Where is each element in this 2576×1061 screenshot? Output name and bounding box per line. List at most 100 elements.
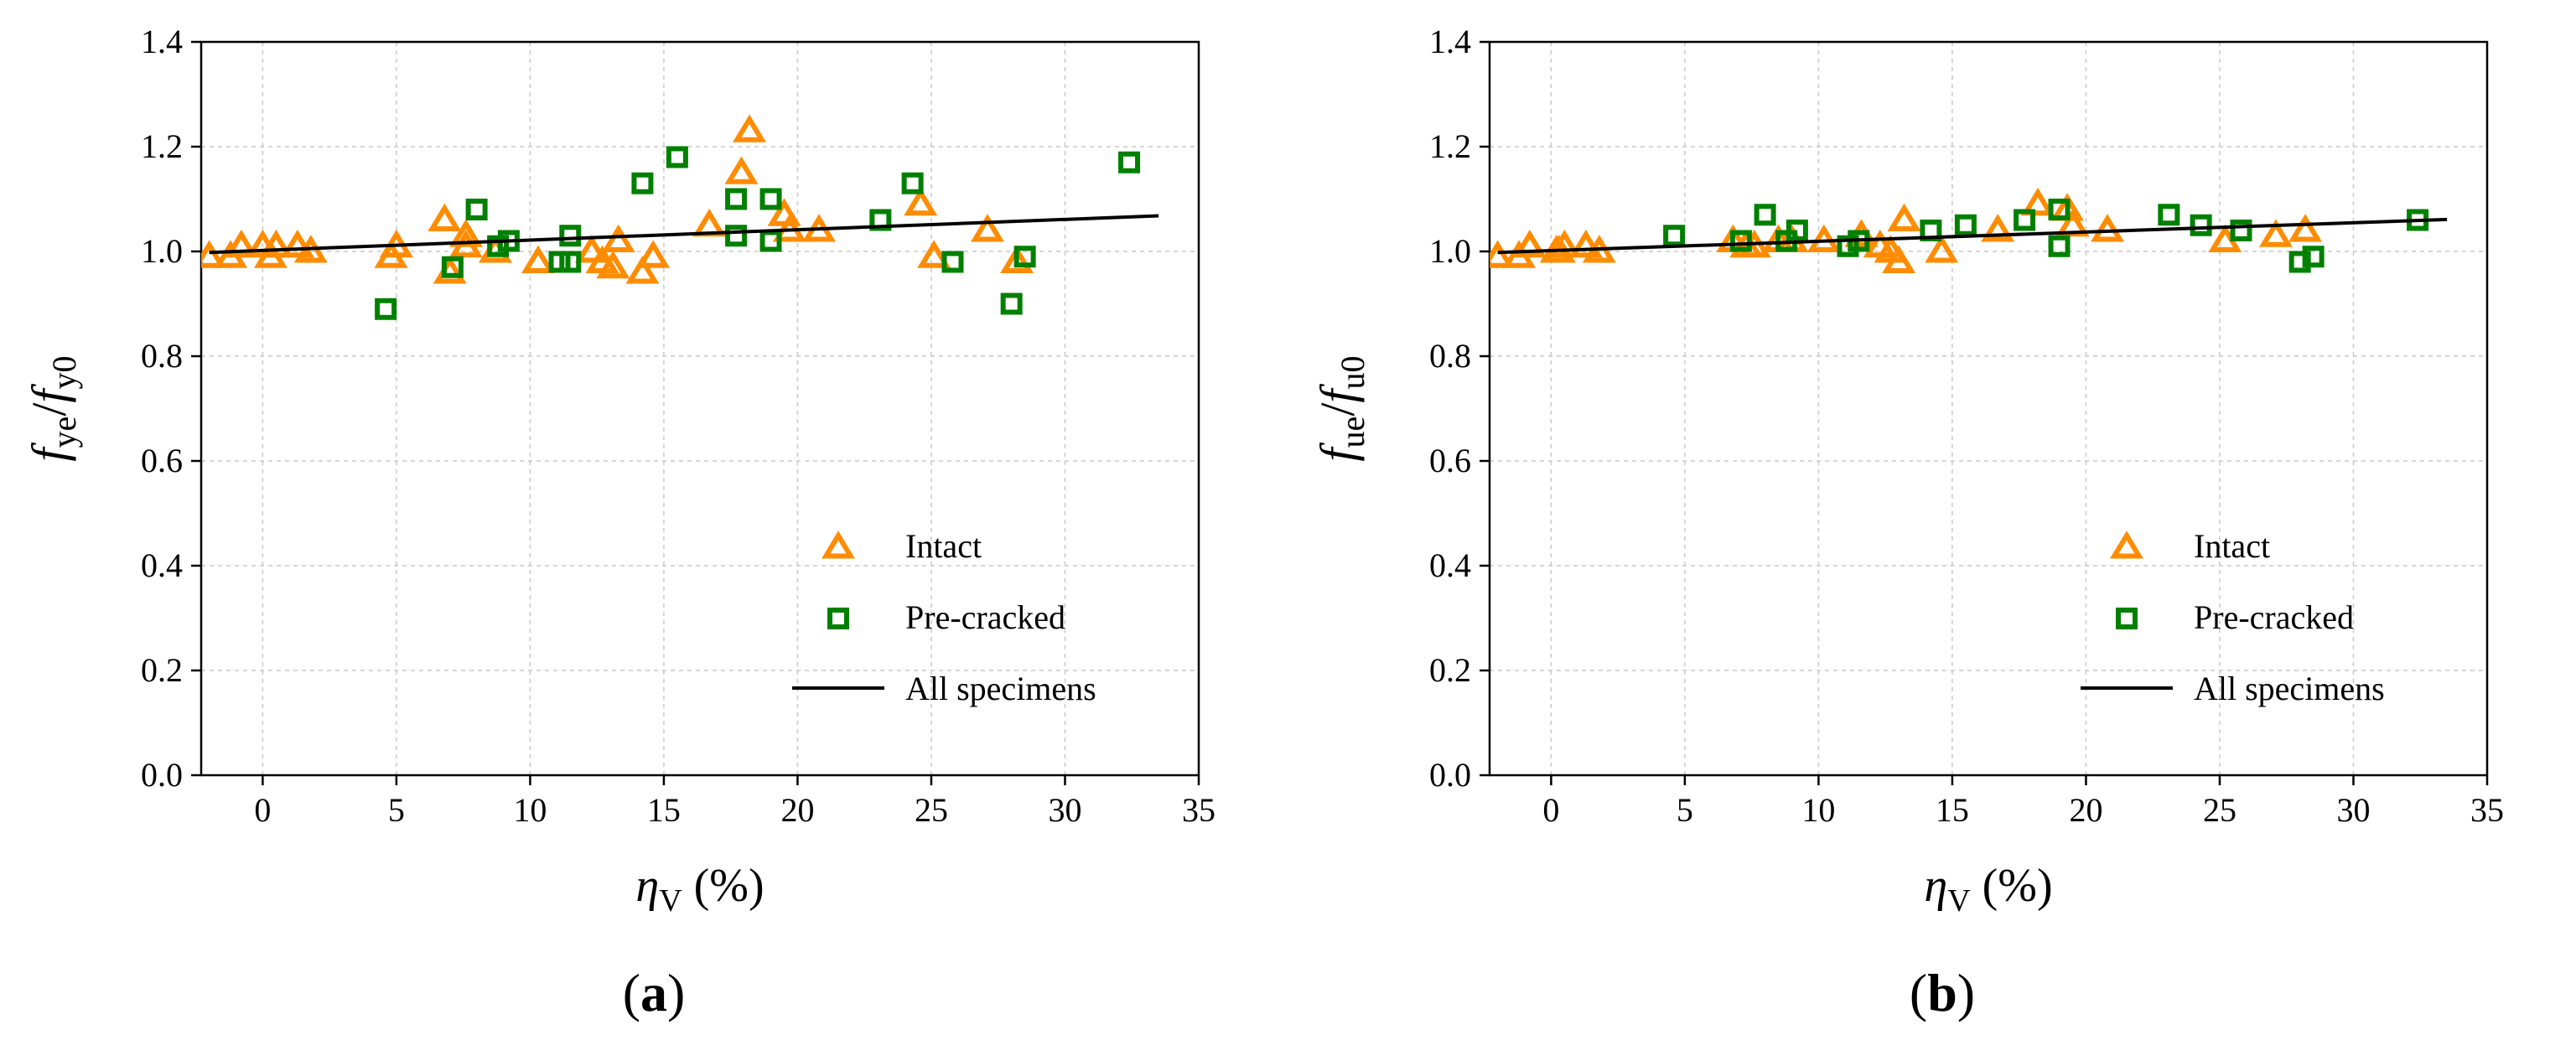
chart-b-pre-cracked-point-16 — [2302, 246, 2325, 268]
chart-a-legend-label-all-specimens: All specimens — [905, 670, 1096, 707]
chart-b-legend-label-intact: Intact — [2194, 527, 2270, 565]
chart-b-intact-point-21 — [2021, 187, 2055, 216]
chart-b-pre-cracked-point-9 — [2014, 209, 2036, 231]
chart-a-grid — [201, 41, 1200, 776]
chart-b-plot-frame — [1488, 40, 2489, 777]
chart-a-pre-cracked-point-10 — [725, 188, 748, 210]
chart-a-legend: Intact Pre-cracked All specimens — [792, 527, 1096, 707]
chart-b-ytick-label-0.6: 0.6 — [1429, 442, 1471, 479]
chart-b-legend-marker-pre-cracked — [2116, 608, 2138, 629]
chart-a-xtick-label-10: 10 — [513, 791, 547, 829]
chart-b-plot-area — [1490, 187, 2448, 273]
chart-a-ytick-label-1: 1.0 — [141, 232, 183, 270]
chart-a-xtick-label-20: 20 — [780, 791, 814, 829]
chart-b-pre-cracked-point-4 — [1786, 220, 1808, 241]
chart-b-intact-point-24 — [2090, 214, 2124, 242]
chart-b-ytick-label-1.2: 1.2 — [1429, 127, 1471, 165]
chart-b-xlabel-sub: V — [1947, 883, 1971, 919]
chart-b-xtick-label-5: 5 — [1677, 791, 1693, 829]
chart-a-pre-cracked-point-13 — [759, 230, 782, 252]
chart-a-pre-cracked-point-6 — [559, 225, 582, 247]
chart-a-pre-cracked-point-19 — [1118, 151, 1141, 173]
chart-b-xtick-label-30: 30 — [2336, 791, 2370, 829]
chart-b-legend-label-pre-cracked: Pre-cracked — [2194, 598, 2354, 636]
chart-b-intact-point-0 — [1490, 240, 1515, 268]
chart-a-pre-cracked-point-8 — [631, 172, 654, 194]
chart-b-pre-cracked-point-12 — [2158, 204, 2180, 226]
chart-a-xtick-label-5: 5 — [388, 791, 405, 829]
chart-a-intact-point-19 — [601, 224, 635, 252]
chart-a-intact-point-28 — [904, 187, 938, 216]
chart-a-intact-point-16 — [574, 235, 609, 263]
chart-a-pre-cracked-point-9 — [666, 146, 688, 168]
chart-a-intact-point-0 — [201, 240, 226, 268]
chart-b-pre-cracked-point-11 — [2048, 235, 2071, 257]
chart-a-intact-point-2 — [224, 229, 258, 258]
panel-label-b: (b) — [1909, 963, 1976, 1022]
chart-b-intact-point-19 — [1925, 235, 1959, 263]
chart-a-ytick-label-0.2: 0.2 — [141, 651, 183, 689]
chart-b-xlabel: ηV (%) — [1924, 860, 2052, 919]
chart-a-pre-cracked-point-0 — [375, 298, 397, 320]
chart-b-intact-point-27 — [2288, 214, 2323, 242]
chart-a-series-intact — [201, 114, 1034, 284]
chart-a-xtick-label-30: 30 — [1048, 791, 1081, 829]
chart-b-pre-cracked-point-10 — [2048, 199, 2071, 220]
chart-b-ylabel: fue/fu0 — [1310, 355, 1371, 461]
chart-a-intact-point-31 — [1000, 245, 1034, 273]
chart-a-intact-point-30 — [970, 214, 1004, 242]
chart-a-series-pre-cracked — [375, 146, 1141, 320]
chart-b-grid — [1490, 41, 2488, 776]
chart-a-xtick-label-35: 35 — [1182, 791, 1215, 829]
chart-b-xtick-label-0: 0 — [1542, 791, 1559, 829]
chart-b-intact-point-6 — [1568, 229, 1603, 258]
chart-a-xlabel-symbol: η — [635, 860, 659, 912]
chart-a-ylabel: fye/fy0 — [22, 355, 83, 461]
chart-b-xtick-label-35: 35 — [2470, 791, 2504, 829]
chart-a-pre-cracked-point-15 — [901, 172, 924, 194]
chart-b-xlabel-unit: (%) — [1971, 860, 2053, 912]
chart-a-ytick-label-1.4: 1.4 — [141, 23, 183, 60]
chart-a-ylabel-slash: / — [22, 402, 76, 417]
chart-b-fit-line — [1497, 217, 2448, 255]
chart-b-ytick-label-0.8: 0.8 — [1429, 337, 1471, 375]
chart-b-legend-label-all-specimens: All specimens — [2194, 670, 2385, 707]
chart-a-ytick-label-0.6: 0.6 — [141, 442, 183, 479]
chart-b-intact-point-17 — [1882, 245, 1916, 273]
chart-a-plot-frame — [200, 40, 1200, 777]
chart-a-intact-point-10 — [428, 203, 462, 231]
chart-b-pre-cracked-point-13 — [2190, 214, 2212, 236]
chart-b-series-pre-cracked — [1663, 199, 2429, 273]
chart-a-ytick-label-1.2: 1.2 — [141, 127, 183, 165]
chart-b-svg: 0 5 10 15 20 25 30 35 0.0 0.2 0.4 0.6 0.8 1.0 1.2 1.4 ηV… — [1310, 23, 2504, 919]
chart-a-pre-cracked-point-7 — [559, 251, 582, 273]
chart-b-pre-cracked-point-14 — [2230, 220, 2252, 241]
chart-b-intact-point-26 — [2258, 219, 2293, 247]
chart-b-pre-cracked-point-1 — [1729, 230, 1752, 252]
chart-a-intact-point-20 — [625, 256, 660, 284]
chart-a-pre-cracked-point-1 — [441, 256, 464, 278]
chart-a-xlabel-sub: V — [659, 883, 682, 919]
chart-a-ylabel-sub2: y0 — [45, 355, 83, 389]
chart-a-fit-line — [209, 214, 1159, 255]
chart-b-ytick-label-0.4: 0.4 — [1429, 546, 1471, 584]
chart-b-xlabel-symbol: η — [1924, 860, 1947, 912]
chart-b-pre-cracked-point-2 — [1754, 204, 1776, 226]
chart-a-intact-point-15 — [521, 245, 555, 273]
chart-a-pre-cracked-point-2 — [465, 199, 488, 220]
chart-a-xlabel: ηV (%) — [635, 860, 764, 919]
chart-a-ytick-label-0: 0.0 — [141, 756, 183, 794]
chart-panel-b: 0 5 10 15 20 25 30 35 0.0 0.2 0.4 0.6 0.8 1.0 1.2 1.4 ηV… — [1288, 0, 2576, 1061]
chart-a-intact-point-21 — [636, 240, 671, 268]
chart-a-ytick-label-0.8: 0.8 — [141, 337, 183, 375]
chart-b-xtick-label-10: 10 — [1801, 791, 1835, 829]
chart-a-ytick-label-0.4: 0.4 — [141, 546, 183, 584]
chart-panel-a: 0 5 10 15 20 25 30 35 0.0 0.2 0.4 0.6 0.8 1.0 1.2 1.4 ηV… — [22, 23, 1215, 1022]
chart-a-pre-cracked-point-18 — [1013, 246, 1036, 268]
chart-b-pre-cracked-point-0 — [1663, 225, 1686, 247]
chart-a-pre-cracked-point-14 — [869, 209, 892, 231]
chart-a-legend-marker-intact — [822, 530, 855, 559]
panel-label-a: (a) — [622, 963, 686, 1022]
chart-b-xtick-label-20: 20 — [2069, 791, 2102, 829]
panel-label-a-letter: a — [640, 963, 667, 1022]
